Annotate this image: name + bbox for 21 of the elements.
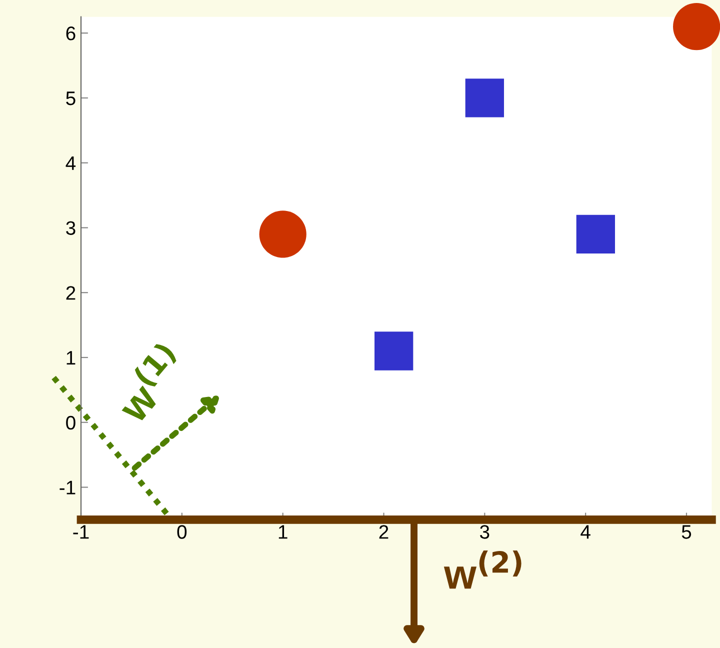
- y-tick-label: 4: [66, 156, 76, 170]
- text: w$^{(2)}$: [444, 550, 522, 589]
- y-tick-label: 1: [66, 351, 76, 365]
- annotation: w$^{(1)}$: [109, 340, 188, 425]
- point: [465, 78, 504, 118]
- point: [259, 210, 306, 258]
- point: [576, 214, 615, 254]
- x-tick-label: 4: [580, 525, 590, 539]
- y-tick-label: -1: [60, 480, 76, 494]
- y-tick-label: 6: [66, 26, 76, 40]
- x-tick-label: 0: [177, 525, 187, 539]
- point: [374, 332, 414, 370]
- y-tick-label: 2: [66, 286, 76, 300]
- x-tick-label: 5: [682, 525, 692, 539]
- y-tick-label: 0: [66, 416, 76, 430]
- x-tick-label: 1: [278, 525, 288, 539]
- point: [673, 3, 720, 50]
- x-tick-label: 2: [379, 525, 388, 539]
- y-tick-label: 3: [66, 221, 76, 235]
- y-tick-label: 5: [66, 92, 76, 106]
- x-tick-label: 3: [480, 525, 490, 539]
